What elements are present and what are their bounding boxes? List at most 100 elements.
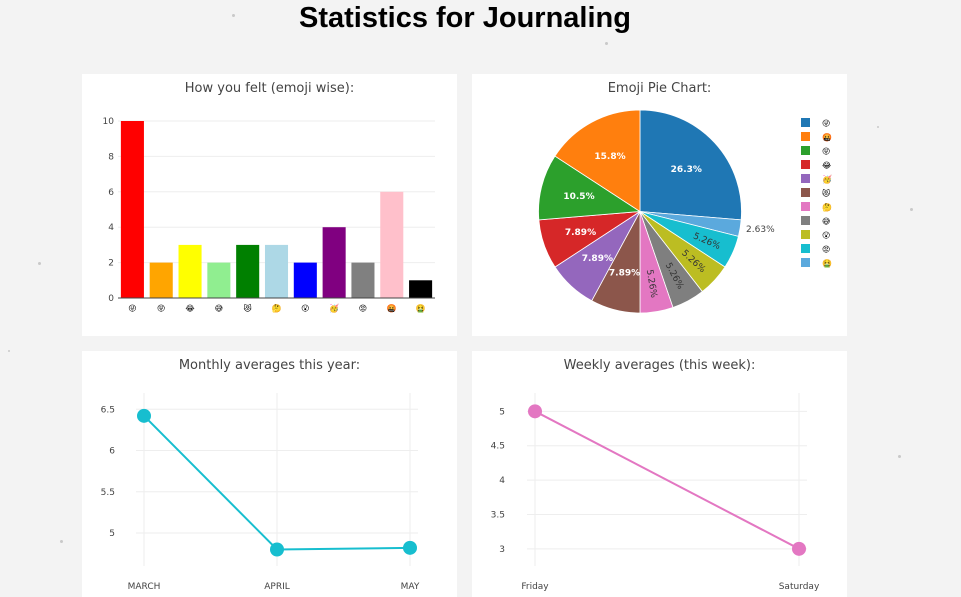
x-tick-label: 🤮 bbox=[416, 304, 426, 313]
page-title: Statistics for Journaling bbox=[299, 2, 631, 34]
bar bbox=[409, 280, 433, 298]
x-tick-label: 🤬 bbox=[387, 304, 397, 313]
pie-slice-label: 7.89% bbox=[582, 254, 613, 264]
monthly-line-chart: 5 5.5 6 6.5 MARCH APRIL MAY bbox=[101, 393, 420, 592]
y-tick-label: 3 bbox=[499, 545, 505, 555]
bar bbox=[380, 191, 404, 298]
x-tick-label: 😅 bbox=[215, 304, 223, 313]
legend-label: 😻 bbox=[822, 189, 830, 198]
legend-label: 😮 bbox=[822, 231, 830, 240]
x-tick-label: Saturday bbox=[779, 582, 820, 592]
bar bbox=[178, 244, 202, 298]
legend-swatch bbox=[801, 146, 810, 155]
bar bbox=[293, 262, 317, 298]
legend-label: 😡 bbox=[822, 245, 830, 254]
x-tick-label: 🥳 bbox=[329, 303, 339, 313]
y-tick-label: 0 bbox=[108, 294, 114, 304]
legend-label: 😂 bbox=[822, 161, 831, 170]
background-speck bbox=[232, 14, 235, 17]
legend-swatch bbox=[801, 188, 810, 197]
legend-swatch bbox=[801, 216, 810, 225]
legend-swatch bbox=[801, 230, 810, 239]
bar-chart-panel: How you felt (emoji wise): 0 2 4 6 8 10 😜 😝 😂 😅 😻 🤔… bbox=[82, 74, 457, 336]
legend-label: 😅 bbox=[822, 217, 830, 226]
data-point bbox=[792, 541, 806, 556]
pie-chart-panel: Emoji Pie Chart: 26.3% 2.63% 5.26% 5.26% 5.2… bbox=[472, 74, 847, 336]
x-tick-label: 😝 bbox=[157, 304, 165, 313]
x-tick-label: 😜 bbox=[128, 304, 136, 313]
data-point bbox=[270, 542, 284, 557]
background-speck bbox=[8, 350, 10, 352]
x-tick-label: 😂 bbox=[185, 304, 194, 313]
pie-slice-label: 26.3% bbox=[671, 165, 702, 175]
bar bbox=[264, 244, 289, 298]
pie-chart: 26.3%2.63%5.26%5.26%5.26%5.26%7.89%7.89%… bbox=[538, 109, 832, 314]
legend-swatch bbox=[801, 202, 810, 211]
y-tick-label: 2 bbox=[108, 259, 114, 269]
bar bbox=[207, 262, 231, 298]
legend-swatch bbox=[801, 258, 810, 267]
background-speck bbox=[60, 540, 63, 543]
pie-slice-label: 5.26% bbox=[644, 269, 659, 299]
y-tick-label: 4 bbox=[499, 476, 505, 486]
y-tick-label: 5.5 bbox=[101, 488, 115, 498]
pie-slice bbox=[554, 109, 641, 213]
pie-slice bbox=[639, 109, 742, 221]
y-tick-label: 8 bbox=[108, 152, 114, 162]
pie-slice-label: 2.63% bbox=[746, 225, 775, 235]
y-tick-label: 10 bbox=[103, 117, 115, 127]
legend-label: 😝 bbox=[822, 147, 830, 156]
x-tick-label: 😮 bbox=[301, 304, 309, 313]
data-point bbox=[137, 408, 151, 423]
legend-label: 🤔 bbox=[822, 203, 832, 212]
bar bbox=[149, 262, 173, 298]
bar bbox=[322, 227, 346, 298]
weekly-chart-panel: Weekly averages (this week): 3 3.5 4 4.5 5 Fr… bbox=[472, 351, 847, 597]
bar bbox=[120, 121, 144, 298]
y-tick-label: 5 bbox=[499, 407, 505, 417]
legend-swatch bbox=[801, 132, 810, 141]
x-tick-label: 🤔 bbox=[272, 304, 282, 313]
weekly-chart-title: Weekly averages (this week): bbox=[563, 358, 756, 373]
legend-label: 😜 bbox=[822, 119, 830, 128]
legend-swatch bbox=[801, 244, 810, 253]
y-tick-label: 4.5 bbox=[491, 442, 505, 452]
legend-label: 🤮 bbox=[822, 259, 832, 268]
y-tick-label: 6.5 bbox=[101, 405, 115, 415]
background-speck bbox=[898, 455, 901, 458]
bar-chart-title: How you felt (emoji wise): bbox=[184, 81, 355, 96]
pie-chart-title: Emoji Pie Chart: bbox=[607, 81, 712, 96]
pie-slice-label: 7.89% bbox=[609, 269, 640, 279]
weekly-line-chart: 3 3.5 4 4.5 5 Friday Saturday bbox=[491, 393, 820, 592]
legend-label: 🤬 bbox=[822, 133, 832, 142]
x-tick-label: APRIL bbox=[264, 582, 290, 592]
legend-swatch bbox=[801, 174, 810, 183]
x-tick-label: 😡 bbox=[359, 304, 367, 313]
monthly-chart-panel: Monthly averages this year: 5 5.5 6 6.5 MARC… bbox=[82, 351, 457, 597]
pie-slice-label: 7.89% bbox=[565, 228, 596, 238]
y-tick-label: 6 bbox=[108, 188, 114, 198]
x-tick-label: Friday bbox=[521, 582, 549, 592]
pie-slice-label: 15.8% bbox=[594, 152, 625, 162]
bar-chart: 0 2 4 6 8 10 😜 😝 😂 😅 😻 🤔 😮 🥳 😡 🤬 🤮 bbox=[103, 117, 435, 313]
y-tick-label: 3.5 bbox=[491, 510, 505, 520]
legend-label: 🥳 bbox=[822, 174, 832, 184]
background-speck bbox=[877, 126, 879, 128]
y-tick-label: 5 bbox=[109, 529, 115, 539]
legend-swatch bbox=[801, 160, 810, 169]
background-speck bbox=[605, 42, 608, 45]
monthly-chart-title: Monthly averages this year: bbox=[178, 358, 361, 373]
pie-slice-label: 10.5% bbox=[563, 192, 594, 202]
series-line bbox=[534, 410, 800, 550]
y-tick-label: 4 bbox=[108, 223, 114, 233]
bar bbox=[351, 262, 375, 298]
y-tick-label: 6 bbox=[109, 447, 115, 457]
background-speck bbox=[38, 262, 41, 265]
background-speck bbox=[910, 208, 913, 211]
bar bbox=[236, 244, 260, 298]
legend-swatch bbox=[801, 118, 810, 127]
x-tick-label: MARCH bbox=[128, 582, 161, 592]
x-tick-label: MAY bbox=[401, 582, 420, 592]
data-point bbox=[528, 404, 542, 419]
x-tick-label: 😻 bbox=[244, 304, 252, 313]
